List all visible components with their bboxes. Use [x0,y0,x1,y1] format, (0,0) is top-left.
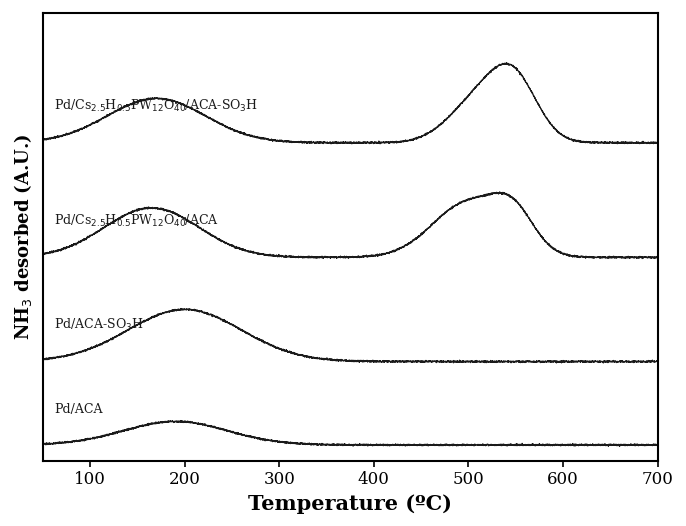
Text: Pd/Cs$_{2.5}$H$_{0.5}$PW$_{12}$O$_{40}$/ACA: Pd/Cs$_{2.5}$H$_{0.5}$PW$_{12}$O$_{40}$/… [54,213,219,229]
Text: Pd/Cs$_{2.5}$H$_{0.5}$PW$_{12}$O$_{40}$/ACA-SO$_3$H: Pd/Cs$_{2.5}$H$_{0.5}$PW$_{12}$O$_{40}$/… [54,98,259,114]
Text: Pd/ACA-SO$_3$H: Pd/ACA-SO$_3$H [54,317,144,333]
Y-axis label: NH$_3$ desorbed (A.U.): NH$_3$ desorbed (A.U.) [12,133,34,340]
X-axis label: Temperature (ºC): Temperature (ºC) [248,493,452,513]
Text: Pd/ACA: Pd/ACA [54,403,103,416]
